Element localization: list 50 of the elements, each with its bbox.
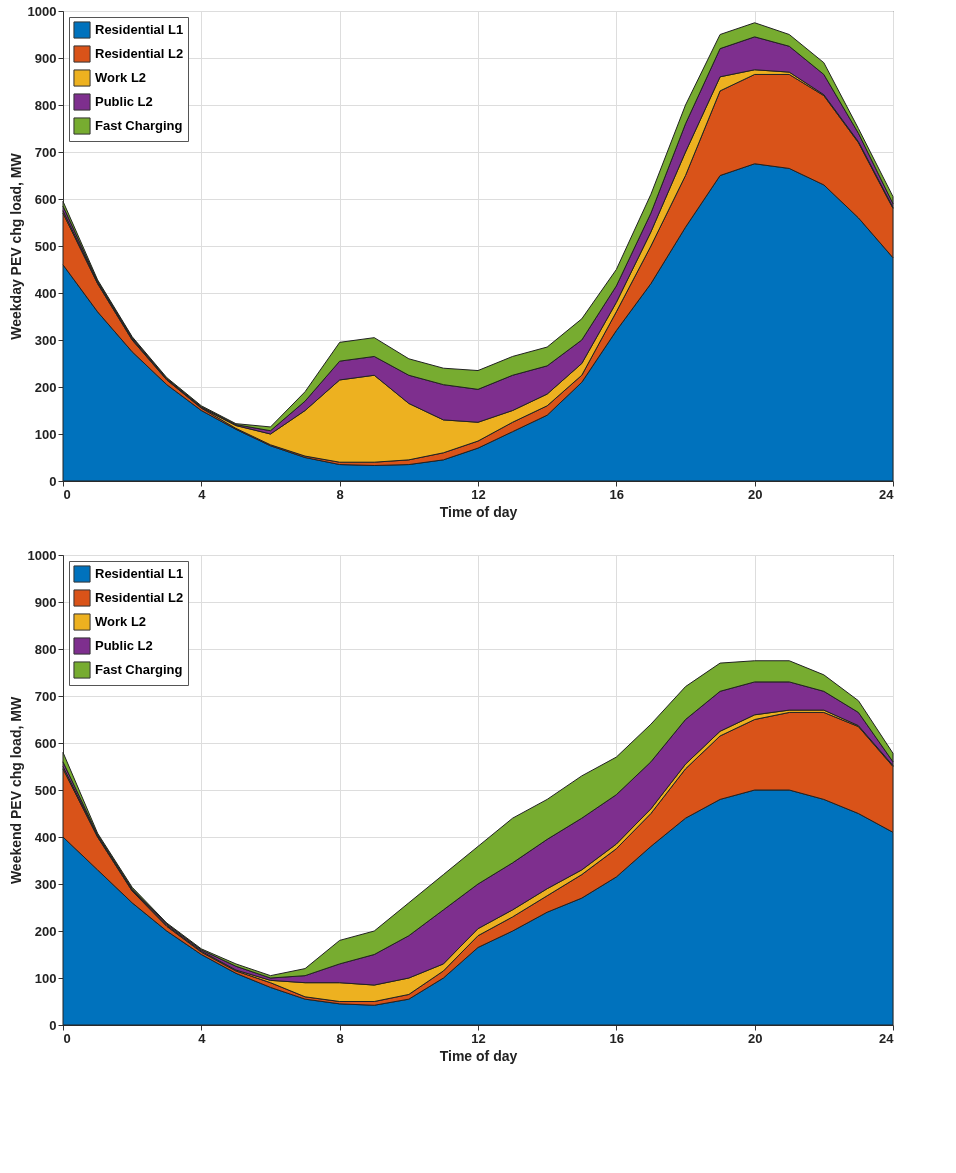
y-tick-label: 600 — [34, 191, 57, 207]
x-tick-label: 12 — [471, 486, 486, 502]
y-tick-label: 300 — [34, 876, 57, 892]
y-tick-label: 200 — [34, 923, 57, 939]
x-tick-label: 20 — [747, 486, 763, 502]
x-tick-label: 16 — [609, 1030, 625, 1046]
y-tick-label: 0 — [49, 473, 57, 489]
y-tick-label: 200 — [34, 379, 57, 395]
legend-label: Residential L1 — [95, 566, 184, 581]
x-tick-label: 16 — [609, 486, 625, 502]
legend-label: Residential L1 — [95, 22, 184, 37]
x-tick-label: 8 — [336, 486, 344, 502]
y-axis-title: Weekday PEV chg load, MW — [7, 152, 24, 340]
y-tick-label: 100 — [34, 426, 57, 442]
legend-label: Residential L2 — [95, 46, 184, 61]
legend-label: Work L2 — [95, 614, 147, 629]
y-tick-label: 600 — [34, 735, 57, 751]
legend-label: Work L2 — [95, 70, 147, 85]
legend-label: Fast Charging — [95, 118, 183, 133]
legend-label: Fast Charging — [95, 662, 183, 677]
y-tick-label: 500 — [34, 238, 57, 254]
x-axis-title: Time of day — [439, 1047, 518, 1064]
x-axis-title: Time of day — [439, 503, 518, 520]
y-tick-label: 400 — [34, 285, 57, 301]
x-tick-label: 24 — [879, 1030, 895, 1046]
y-tick-label: 100 — [34, 970, 57, 986]
legend-label: Public L2 — [95, 94, 153, 109]
legend-label: Public L2 — [95, 638, 153, 653]
y-tick-label: 400 — [34, 829, 57, 845]
y-tick-label: 900 — [34, 50, 57, 66]
y-tick-label: 800 — [34, 97, 57, 113]
y-tick-label: 0 — [49, 1017, 57, 1033]
x-tick-label: 4 — [198, 486, 207, 502]
y-tick-label: 500 — [34, 782, 57, 798]
y-tick-label: 300 — [34, 332, 57, 348]
y-tick-label: 1000 — [27, 547, 57, 563]
y-tick-label: 700 — [34, 144, 57, 160]
x-tick-label: 12 — [471, 1030, 486, 1046]
x-tick-label: 20 — [747, 1030, 763, 1046]
y-tick-label: 1000 — [27, 3, 57, 19]
x-tick-label: 4 — [198, 1030, 207, 1046]
x-tick-label: 0 — [63, 1030, 71, 1046]
x-tick-label: 0 — [63, 486, 71, 502]
y-tick-label: 700 — [34, 688, 57, 704]
legend-label: Residential L2 — [95, 590, 184, 605]
y-axis-title: Weekend PEV chg load, MW — [7, 696, 24, 885]
y-tick-label: 900 — [34, 594, 57, 610]
x-tick-label: 24 — [879, 486, 895, 502]
x-tick-label: 8 — [336, 1030, 344, 1046]
y-tick-label: 800 — [34, 641, 57, 657]
